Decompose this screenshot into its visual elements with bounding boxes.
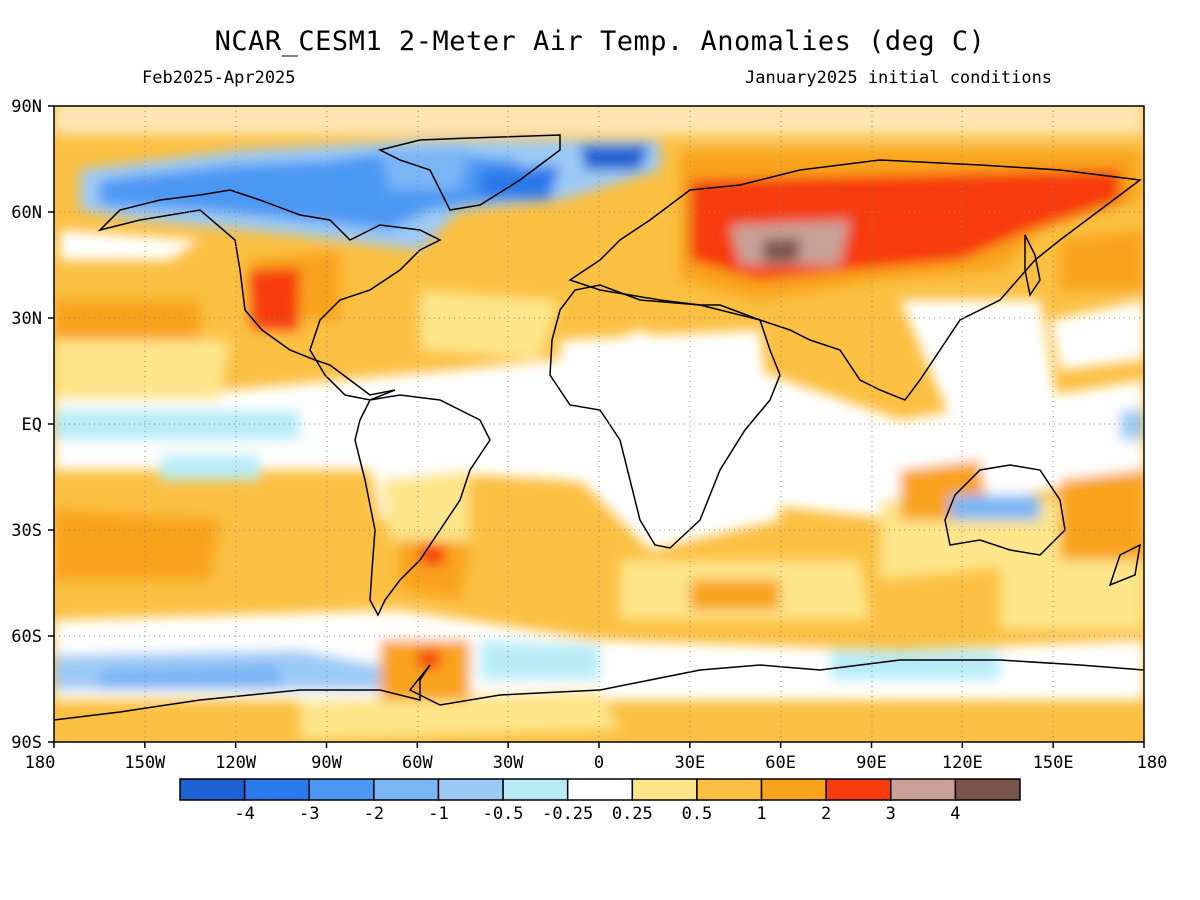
colorbar-swatch [308, 778, 375, 801]
colorbar-label: 1 [756, 804, 766, 824]
lon-tick-label: 90E [856, 753, 887, 773]
lon-tick-label: 150E [1033, 753, 1074, 773]
longitude-axis: 180 150W 120W 90W 60W 30W 0 30E 60E 90E 120E 150E 18… [25, 742, 1168, 773]
lon-tick-label: 120W [215, 753, 257, 773]
colorbar-label: 0.5 [682, 804, 713, 824]
colorbar-swatch [760, 778, 827, 801]
lon-tick-label: 60E [765, 753, 796, 773]
colorbar-swatch [502, 778, 569, 801]
lat-tick-label: 90S [11, 733, 42, 753]
latitude-axis: 90N 60N 30N EQ 30S 60S 90S [11, 97, 54, 753]
graticule [54, 106, 1144, 742]
colorbar-swatch [825, 778, 892, 801]
lon-tick-label: 30W [493, 753, 524, 773]
colorbar-label: 4 [950, 804, 960, 824]
colorbar-swatch [373, 778, 440, 801]
lat-tick-label: 90N [11, 97, 42, 117]
colorbar-label: -0.5 [483, 804, 524, 824]
colorbar-swatch [437, 778, 504, 801]
colorbar-swatch [243, 778, 310, 801]
lon-tick-label: 120E [942, 753, 983, 773]
init-subtitle: January2025 initial conditions [745, 68, 1053, 88]
colorbar-label: -2 [364, 804, 384, 824]
colorbar-label: -4 [234, 804, 254, 824]
colorbar-label: 2 [821, 804, 831, 824]
lon-tick-label: 150W [124, 753, 166, 773]
lon-tick-label: 180 [25, 753, 56, 773]
lon-tick-label: 0 [594, 753, 604, 773]
period-subtitle: Feb2025-Apr2025 [142, 68, 296, 88]
colorbar-swatch [566, 778, 634, 801]
colorbar-swatch [954, 778, 1021, 801]
colorbar-label: -3 [299, 804, 319, 824]
colorbar-label: 3 [886, 804, 896, 824]
lat-tick-label: 30N [11, 309, 42, 329]
lat-tick-label: 30S [11, 521, 42, 541]
lon-tick-label: 180 [1137, 753, 1168, 773]
colorbar-label: -0.25 [542, 804, 593, 824]
colorbar-swatch [631, 778, 698, 801]
lat-tick-label: 60N [11, 203, 42, 223]
map-title: NCAR_CESM1 2-Meter Air Temp. Anomalies (… [214, 26, 986, 57]
colorbar-swatch [890, 778, 957, 801]
lon-tick-label: 60W [402, 753, 433, 773]
anomaly-field [54, 106, 1144, 742]
lat-tick-label: 60S [11, 627, 42, 647]
colorbar-label: -1 [428, 804, 448, 824]
lon-tick-label: 90W [311, 753, 342, 773]
coastlines [54, 134, 1144, 721]
colorbar-swatch [179, 778, 246, 801]
lat-tick-label: EQ [22, 415, 42, 435]
colorbar-swatch [696, 778, 763, 801]
lon-tick-label: 30E [674, 753, 705, 773]
colorbar: -4 -3 -2 -1 -0.5 -0.25 0.25 0.5 1 2 3 4 [179, 778, 1021, 824]
colorbar-label: 0.25 [612, 804, 653, 824]
